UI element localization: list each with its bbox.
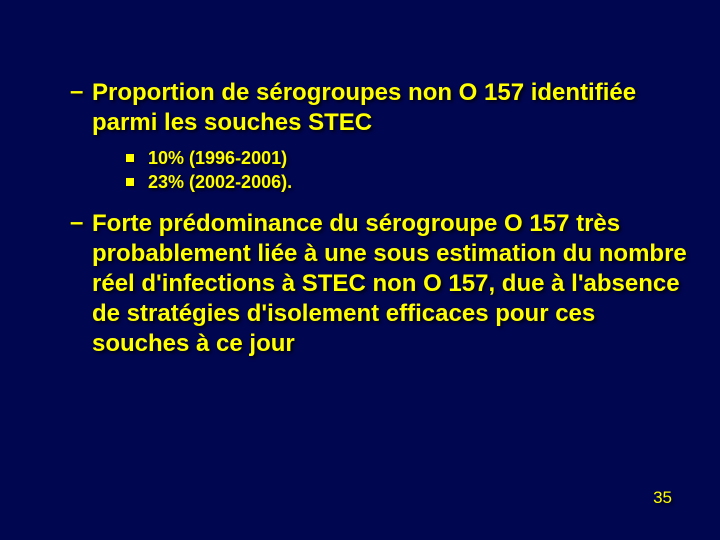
bullet-text-2: Forte prédominance du sérogroupe O 157 t… xyxy=(92,209,690,359)
sub-item-text: 10% (1996-2001) xyxy=(148,148,287,168)
square-bullet-icon xyxy=(126,154,134,162)
bullet-item-2: – Forte prédominance du sérogroupe O 157… xyxy=(92,209,690,359)
sub-item: 10% (1996-2001) xyxy=(126,146,690,170)
page-number: 35 xyxy=(653,488,672,508)
sub-item: 23% (2002-2006). xyxy=(126,170,690,194)
bullet-item-1: – Proportion de sérogroupes non O 157 id… xyxy=(92,78,690,195)
sub-item-text: 23% (2002-2006). xyxy=(148,172,292,192)
dash-icon: – xyxy=(70,78,83,107)
square-bullet-icon xyxy=(126,178,134,186)
dash-icon: – xyxy=(70,209,83,238)
slide-content: – Proportion de sérogroupes non O 157 id… xyxy=(0,0,720,359)
bullet-text-1: Proportion de sérogroupes non O 157 iden… xyxy=(92,78,690,138)
sub-list-1: 10% (1996-2001) 23% (2002-2006). xyxy=(126,146,690,195)
